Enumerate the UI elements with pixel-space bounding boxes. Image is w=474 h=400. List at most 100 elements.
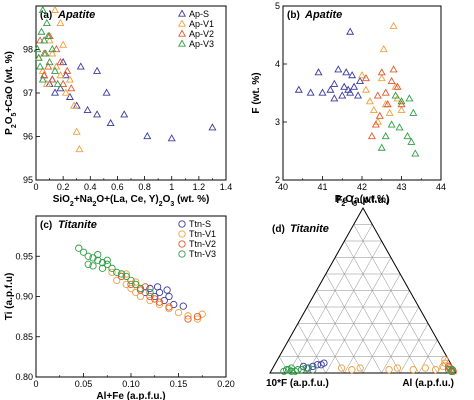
legend-label: Ap-S [189, 9, 209, 19]
x-tick-label: 1.4 [220, 182, 233, 192]
data-point [36, 36, 45, 44]
data-point [342, 68, 351, 76]
data-point [409, 366, 417, 374]
legend-marker [177, 19, 187, 27]
data-point [141, 283, 149, 291]
data-point [94, 250, 102, 259]
x-tick-label: 43 [396, 182, 406, 192]
data-point [44, 31, 53, 40]
y-tick-label: 4 [275, 59, 280, 69]
data-point [103, 256, 111, 264]
data-point [84, 260, 92, 268]
data-point [287, 364, 296, 372]
data-point [52, 62, 61, 70]
data-point [53, 79, 62, 87]
legend-label: Ap-V3 [189, 39, 214, 49]
data-point [387, 76, 396, 85]
data-point [72, 127, 81, 135]
x-tick-label: 44 [436, 182, 446, 192]
data-point [193, 315, 202, 323]
panel-c: 0 0.05 0.10 0.15 0.20 0.80 0.85 0.90 0.95 Al+Fe (… [4, 215, 235, 400]
data-point [48, 75, 57, 83]
legend-label: Ttn-V2 [189, 239, 216, 249]
x-axis-label: SiO2+Na2O+(La, Ce, Y)2O3 (wt. %) [53, 194, 210, 208]
data-point [441, 356, 449, 364]
legend-label: Ap-V2 [189, 29, 214, 39]
data-point [340, 82, 349, 90]
ternary-grid-line [353, 224, 438, 374]
data-point [117, 270, 126, 278]
data-point [306, 88, 315, 96]
ternary-grid-line [334, 257, 401, 374]
data-point [361, 73, 370, 82]
panel-label: (b) [287, 10, 300, 21]
data-point [365, 97, 374, 105]
data-point [52, 44, 61, 53]
data-point [98, 264, 107, 272]
data-point [48, 49, 57, 57]
data-point [59, 79, 68, 87]
x-tick-label: 40 [278, 182, 288, 192]
data-point [407, 137, 416, 145]
data-point [184, 315, 192, 323]
data-point [393, 364, 402, 372]
data-point [98, 259, 107, 267]
data-point [309, 366, 317, 374]
panel-label: (a) [40, 10, 52, 21]
data-point [330, 79, 339, 87]
y-tick-label: 3 [275, 117, 280, 127]
data-point [348, 366, 356, 374]
data-point [146, 296, 154, 305]
data-point [136, 284, 145, 293]
data-point [122, 270, 130, 278]
x-axis-label: P2O5 (wt.%) [335, 194, 389, 208]
legend-marker [178, 230, 186, 238]
data-point [75, 244, 83, 252]
data-point [102, 88, 111, 96]
data-point [302, 364, 310, 372]
data-point [170, 300, 178, 309]
data-point [385, 366, 393, 374]
data-point [294, 85, 303, 93]
data-point [93, 66, 102, 74]
data-point [63, 66, 72, 74]
data-point [151, 295, 159, 303]
data-point [83, 105, 92, 114]
x-tick-label: 0.05 [75, 379, 93, 389]
legend-marker [178, 220, 186, 228]
data-point [160, 296, 168, 305]
data-point [318, 88, 327, 96]
data-point [403, 131, 412, 140]
data-point [108, 264, 116, 272]
data-point [375, 111, 384, 119]
data-point [61, 88, 70, 96]
data-point [132, 278, 140, 286]
data-point [141, 288, 149, 297]
data-point [313, 361, 322, 369]
data-point [146, 292, 154, 301]
x-axis-label: Al+Fe (a.p.f.u.) [96, 391, 165, 400]
y-tick-label: 0.90 [15, 292, 33, 302]
data-point [132, 288, 140, 297]
data-point [377, 73, 386, 82]
legend-marker [177, 29, 187, 37]
ternary-grid-line [381, 306, 420, 374]
legend-marker [177, 39, 187, 47]
x-tick-label: 0.6 [111, 182, 124, 192]
x-tick-label: 0 [33, 379, 38, 389]
data-point [36, 62, 45, 70]
y-tick-label: 0.80 [15, 372, 33, 382]
data-point [79, 248, 88, 256]
data-point [146, 284, 154, 293]
x-tick-label: 0.8 [138, 182, 151, 192]
ternary-grid-line [316, 290, 364, 374]
data-point [151, 292, 159, 301]
ternary-grid-line [325, 257, 392, 374]
data-point [38, 5, 47, 13]
data-point [167, 134, 176, 142]
data-point [409, 108, 418, 116]
panel-label: (d) [272, 224, 285, 235]
legend-label: Ap-V1 [189, 19, 214, 29]
y-axis-label: F (wt. %) [251, 72, 262, 113]
data-point [103, 260, 111, 268]
